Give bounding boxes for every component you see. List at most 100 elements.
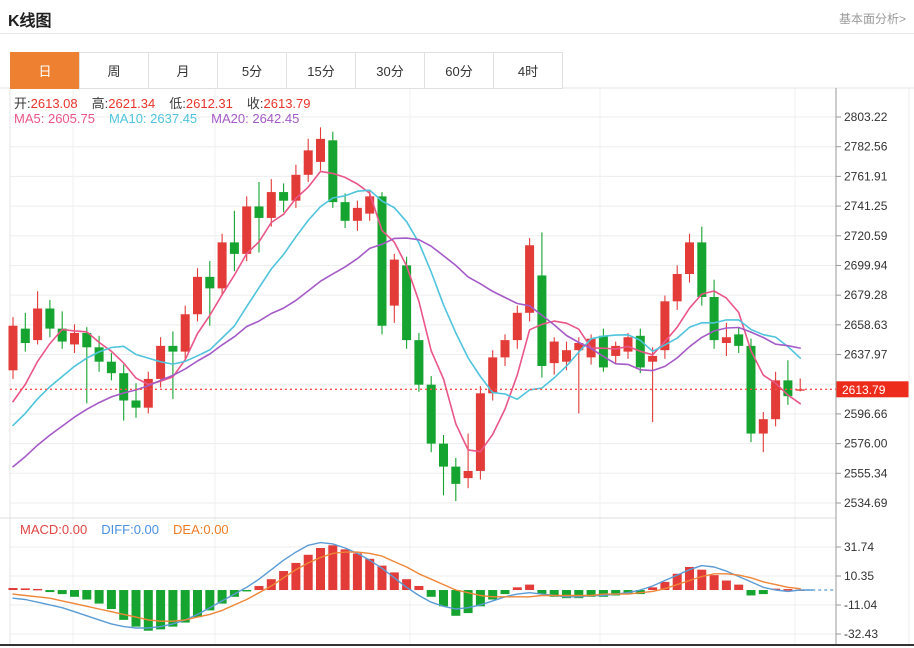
- legend-item: MACD:0.00: [20, 522, 88, 537]
- price-axis-label: 2720.59: [844, 229, 888, 243]
- current-price-badge-label: 2613.79: [842, 383, 886, 397]
- tab-30min[interactable]: 30分: [355, 52, 425, 89]
- candle-body: [94, 347, 104, 362]
- candle-body: [414, 340, 424, 385]
- macd-axis-label: -32.43: [844, 627, 878, 641]
- candle-body: [721, 337, 731, 343]
- candle-body: [734, 334, 744, 346]
- macd-bar: [8, 587, 18, 591]
- candle-body: [402, 265, 412, 341]
- macd-bar: [512, 587, 522, 591]
- macd-bar: [205, 590, 215, 611]
- macd-axis-label: -11.04: [844, 598, 877, 612]
- ohlc-legend: 开:2613.08 高:2621.34 低:2612.31 收:2613.79: [14, 93, 325, 112]
- dea-line: [12, 551, 801, 622]
- candle-body: [106, 361, 116, 374]
- tab-day[interactable]: 日: [10, 52, 80, 89]
- macd-bar: [685, 566, 694, 591]
- legend-item: MA20: 2642.45: [211, 111, 300, 126]
- macd-bar: [439, 590, 448, 607]
- macd-bar: [783, 589, 793, 591]
- candle-body: [193, 276, 202, 315]
- macd-bar: [143, 590, 153, 631]
- macd-bar: [377, 565, 387, 591]
- candle-body: [598, 335, 608, 368]
- candle-body: [488, 357, 498, 394]
- macd-bar: [57, 590, 67, 595]
- macd-bar: [365, 558, 375, 591]
- candle-body: [266, 192, 276, 218]
- price-axis-label: 2658.63: [844, 318, 888, 332]
- macd-bar: [45, 590, 55, 593]
- candle-body: [709, 296, 719, 341]
- macd-bar: [758, 590, 768, 595]
- candle-body: [562, 350, 571, 362]
- macd-bar: [168, 590, 178, 627]
- candle-body: [131, 400, 141, 408]
- candle-body: [57, 328, 67, 342]
- macd-bar: [131, 590, 141, 627]
- ma5-line: [12, 170, 802, 453]
- macd-bar: [106, 590, 116, 610]
- tab-4hour[interactable]: 4时: [493, 52, 563, 89]
- price-axis-label: 2803.22: [844, 110, 888, 124]
- macd-bar: [672, 573, 682, 591]
- candle-body: [316, 138, 325, 162]
- candle-body: [611, 345, 621, 356]
- price-axis-label: 2741.25: [844, 199, 888, 213]
- candle-body: [451, 466, 461, 484]
- legend-item: MA5: 2605.75: [14, 111, 95, 126]
- price-axis-label: 2576.00: [844, 437, 888, 451]
- price-axis-label: 2534.69: [844, 496, 888, 510]
- candle-body: [795, 389, 805, 391]
- candle-body: [525, 245, 535, 313]
- tab-week[interactable]: 周: [79, 52, 149, 89]
- candle-body: [463, 470, 473, 479]
- candle-body: [33, 308, 43, 341]
- macd-bar: [734, 584, 744, 591]
- candle-body: [389, 259, 399, 306]
- candle-body: [291, 174, 301, 201]
- candle-body: [242, 206, 252, 254]
- candle-body: [439, 443, 448, 467]
- macd-bar: [721, 580, 731, 591]
- macd-bar: [402, 579, 412, 591]
- price-axis-label: 2637.97: [844, 348, 888, 362]
- fundamental-analysis-link[interactable]: 基本面分析>: [838, 12, 906, 26]
- macd-bar: [574, 590, 584, 599]
- candle-body: [771, 380, 781, 420]
- legend-item: MA10: 2637.45: [108, 111, 198, 126]
- candle-body: [685, 242, 694, 274]
- header-divider: [0, 33, 914, 34]
- candle-body: [143, 378, 153, 408]
- tab-15min[interactable]: 15分: [286, 52, 356, 89]
- tab-month[interactable]: 月: [148, 52, 218, 89]
- macd-legend: MACD:0.00 DIFF:0.00 DEA:0.00: [20, 522, 243, 537]
- macd-bar: [352, 553, 362, 591]
- macd-bar: [697, 569, 707, 591]
- candle-body: [8, 325, 18, 371]
- candle-body: [303, 150, 313, 175]
- ma-legend: MA5: 2605.75 MA10: 2637.45 MA20: 2642.45: [14, 111, 313, 126]
- macd-bar: [549, 590, 559, 597]
- legend-item: DEA:0.00: [173, 522, 229, 537]
- macd-bar: [709, 575, 719, 591]
- candle-body: [70, 332, 79, 345]
- ma10-line: [12, 189, 802, 427]
- macd-bar: [303, 554, 313, 591]
- macd-bar: [660, 581, 670, 591]
- macd-bar: [70, 590, 79, 597]
- macd-bar: [537, 590, 547, 595]
- tab-60min[interactable]: 60分: [424, 52, 494, 89]
- candle-body: [229, 242, 239, 254]
- price-axis-label: 2596.66: [844, 407, 888, 421]
- candle-body: [377, 196, 387, 326]
- candle-body: [20, 328, 30, 343]
- macd-bar: [426, 590, 436, 597]
- macd-bar: [746, 590, 756, 596]
- macd-bar: [500, 590, 510, 595]
- tab-5min[interactable]: 5分: [217, 52, 287, 89]
- candle-body: [82, 332, 92, 348]
- price-axis-label: 2679.28: [844, 288, 888, 302]
